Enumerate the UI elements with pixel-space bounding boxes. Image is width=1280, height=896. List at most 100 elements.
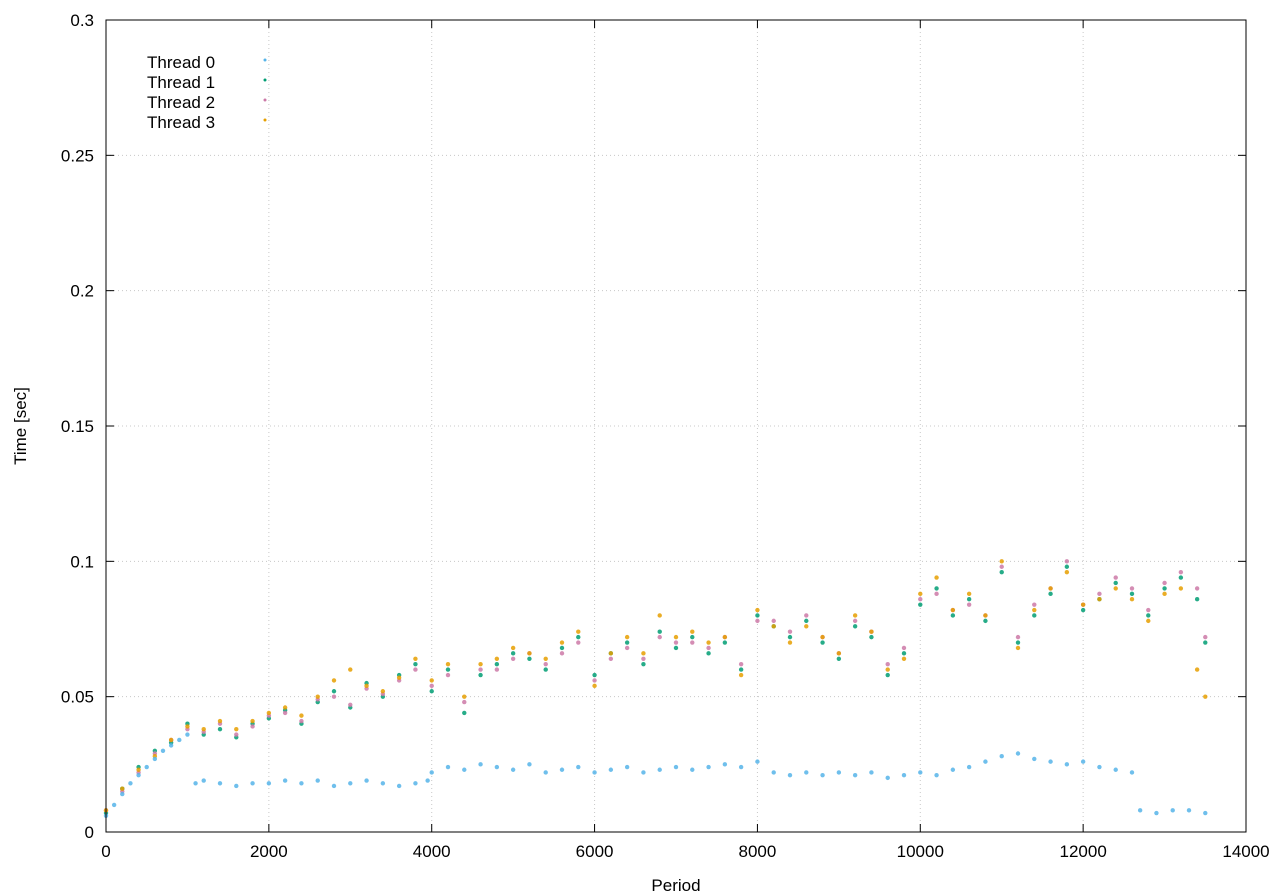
data-point [592,770,597,775]
data-point [673,640,679,645]
data-point [885,667,890,672]
data-point [1162,591,1167,597]
data-point [722,640,728,645]
data-point [250,724,255,729]
data-point [1113,586,1118,591]
data-point [1080,602,1086,607]
data-point [657,629,662,634]
data-point [673,645,679,651]
data-point [1097,764,1102,770]
data-point [641,656,646,661]
data-point [950,607,956,613]
data-point [425,778,430,783]
data-point [999,569,1004,575]
data-point [1146,613,1151,618]
data-point [168,743,174,748]
data-point [331,678,337,683]
data-point [1032,607,1037,613]
legend-marker [263,98,267,102]
data-point [1097,591,1102,597]
data-point [299,713,304,718]
data-point [950,767,956,772]
data-point [462,694,467,699]
data-point [852,618,858,624]
data-point [836,770,842,775]
data-point [494,661,500,667]
data-point [608,656,614,661]
data-point [1129,591,1135,597]
data-point [706,640,711,645]
data-point [804,618,809,624]
data-point [1146,618,1151,624]
data-point [413,661,418,667]
data-point [820,772,825,778]
data-point [592,683,597,689]
data-point [624,764,630,770]
data-point [1146,607,1151,613]
legend-marker [263,118,267,122]
data-point [934,772,939,778]
data-point [1113,580,1118,586]
data-point [160,748,166,753]
data-point [266,710,272,716]
data-point [592,678,597,683]
data-point [918,602,923,607]
data-point [494,656,500,661]
data-point [576,629,581,634]
legend-label: Thread 3 [147,113,215,132]
data-point [999,559,1004,564]
data-point [380,689,386,694]
data-point [576,634,581,640]
data-point [1129,770,1135,775]
x-tick-label: 4000 [413,842,451,861]
series-3-points [103,559,1208,813]
data-point [1048,591,1053,597]
y-tick-label: 0 [85,823,94,842]
data-point [152,756,158,762]
y-tick-label: 0.05 [61,688,94,707]
data-point [478,661,483,667]
data-point [641,661,646,667]
x-tick-label: 2000 [250,842,288,861]
data-point [722,634,728,640]
data-point [331,694,337,699]
data-point [478,672,483,678]
data-point [543,661,548,667]
data-point [852,613,858,618]
data-point [559,767,565,772]
data-point [177,737,182,743]
data-point [413,656,418,661]
series-1-points [103,564,1208,816]
data-point [1032,756,1037,762]
data-point [918,591,923,597]
data-point [576,640,581,645]
data-point [787,634,793,640]
data-point [429,678,434,683]
data-point [657,634,662,640]
x-tick-label: 12000 [1060,842,1107,861]
data-point [315,694,320,699]
data-point [690,640,695,645]
data-point [1064,559,1070,564]
data-point [282,705,288,710]
data-point [144,764,149,770]
data-point [1203,640,1208,645]
data-point [804,613,809,618]
data-point [869,770,874,775]
data-point [1178,575,1184,580]
data-point [706,645,711,651]
data-point [1154,810,1159,816]
data-point [462,699,467,705]
data-point [299,781,304,786]
data-point [1186,808,1192,813]
data-point [217,726,223,732]
data-point [445,667,451,672]
data-point [364,778,369,783]
data-point [1064,564,1070,569]
data-point [396,675,402,680]
data-point [592,672,597,678]
data-point [1064,569,1070,575]
data-point [1129,586,1135,591]
data-point [527,656,532,661]
